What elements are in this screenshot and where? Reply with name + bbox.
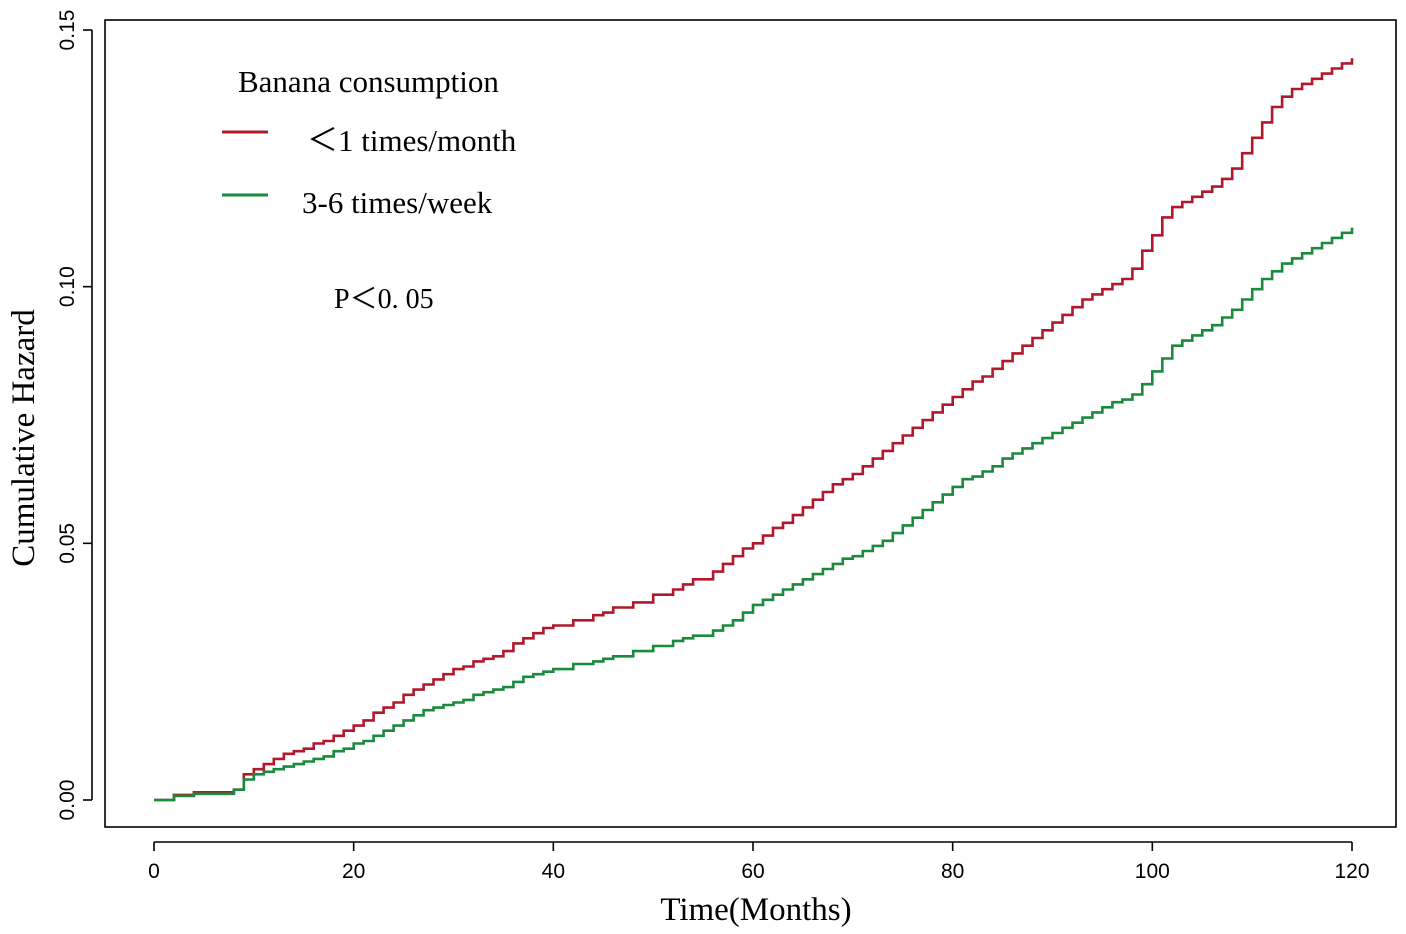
x-tick-label-20: 20 bbox=[342, 860, 365, 883]
series-group bbox=[154, 58, 1354, 802]
plot-frame bbox=[104, 19, 1397, 828]
x-tick-label-40: 40 bbox=[542, 860, 565, 883]
p-value-annotation: P＜0. 05 bbox=[334, 284, 434, 315]
axes-group: 0 20 40 60 80 100 120 0.00 0.05 0.10 0.15 bbox=[56, 10, 1370, 883]
x-tick-label-100: 100 bbox=[1135, 860, 1170, 883]
y-tick-label-1: 0.05 bbox=[56, 523, 79, 564]
x-tick-label-120: 120 bbox=[1334, 860, 1369, 883]
plot-frame-group bbox=[104, 19, 1397, 828]
legend-title: Banana consumption bbox=[238, 64, 499, 99]
y-tick-label-2: 0.10 bbox=[56, 266, 79, 307]
x-tick-label-0: 0 bbox=[148, 860, 160, 883]
y-tick-label-3: 0.15 bbox=[56, 10, 79, 51]
series-line-less-than-1-times-month bbox=[154, 58, 1354, 802]
y-axis-title: Cumulative Hazard bbox=[6, 309, 42, 567]
legend-label-3-6-times-week: 3-6 times/week bbox=[302, 185, 493, 220]
x-tick-label-80: 80 bbox=[941, 860, 964, 883]
legend: Banana consumption ＜1 times/month 3-6 ti… bbox=[222, 64, 517, 220]
x-axis-title: Time(Months) bbox=[660, 892, 851, 928]
legend-label-less-than-1-times-month: ＜1 times/month bbox=[307, 123, 517, 158]
x-tick-label-60: 60 bbox=[741, 860, 764, 883]
y-tick-label-0: 0.00 bbox=[56, 780, 79, 821]
series-line-3-6-times-week bbox=[154, 227, 1354, 802]
